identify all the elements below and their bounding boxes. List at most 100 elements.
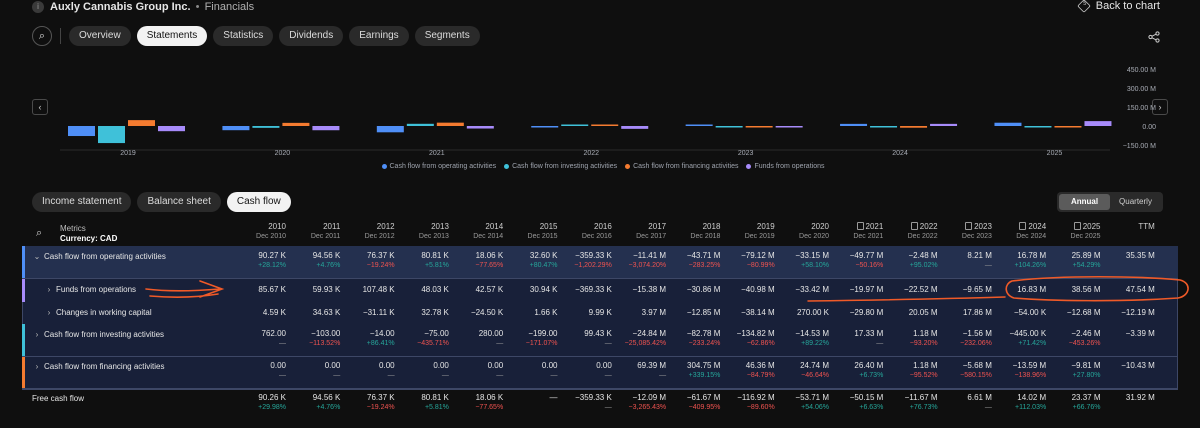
cell-value: −359.33 K — [575, 251, 612, 260]
chevron-down-icon[interactable]: ⌄ — [33, 252, 41, 261]
cell-value: 80.81 K — [421, 393, 449, 402]
column-header[interactable]: 2021 Dec 2021 — [829, 222, 883, 242]
column-year: 2023 — [938, 222, 992, 232]
column-header[interactable]: 2015 Dec 2015 — [504, 222, 558, 242]
column-header[interactable]: 2016 Dec 2016 — [558, 222, 612, 242]
cell-value: 20.05 M — [908, 308, 938, 317]
column-header[interactable]: 2018 Dec 2018 — [666, 222, 720, 242]
table-row[interactable]: › Funds from operations 85.67 K 59.93 K 107.… — [22, 278, 1178, 302]
column-header[interactable]: 2020 Dec 2020 — [775, 222, 829, 242]
column-header[interactable]: 2010 Dec 2010 — [232, 222, 286, 242]
table-cell: 17.86 M — [938, 307, 992, 318]
chevron-right-icon[interactable]: › — [47, 308, 51, 317]
cell-value: 32.60 K — [529, 251, 558, 260]
cell-value: 90.27 K — [258, 251, 286, 260]
tab-cash-flow[interactable]: Cash flow — [226, 192, 291, 212]
tab-dividends[interactable]: Dividends — [279, 26, 344, 46]
tab-statistics[interactable]: Statistics — [213, 26, 274, 46]
column-header[interactable]: 2014 Dec 2014 — [449, 222, 503, 242]
table-row[interactable]: › Changes in working capital 4.59 K 34.63 K… — [22, 302, 1178, 324]
tab-overview[interactable]: Overview — [69, 26, 131, 46]
cell-change: −283.25% — [688, 262, 721, 269]
row-divider — [22, 388, 1178, 389]
column-date: Dec 2014 — [473, 233, 504, 240]
table-cell: 90.26 K +29.98% — [232, 392, 286, 412]
legend-item-ffo[interactable]: Funds from operations — [740, 163, 825, 170]
report-document-icon[interactable] — [1019, 222, 1027, 230]
cell-value: −1.56 M — [962, 329, 992, 338]
table-cell: 24.74 M −46.64% — [775, 360, 829, 380]
cell-value: −54.00 K — [1013, 308, 1047, 317]
legend-item-operating[interactable]: Cash flow from operating activities — [376, 163, 496, 170]
table-cell: −199.00 −171.07% — [504, 328, 558, 348]
table-row[interactable]: › Cash flow from investing activities 762.… — [22, 324, 1178, 356]
share-icon[interactable] — [1148, 31, 1160, 43]
column-header[interactable]: 2013 Dec 2013 — [395, 222, 449, 242]
row-label[interactable]: › Cash flow from investing activities — [30, 330, 164, 339]
table-cell: 8.21 M — — [938, 250, 992, 270]
period-quarterly[interactable]: Quarterly — [1119, 197, 1152, 206]
column-header[interactable]: 2019 Dec 2019 — [721, 222, 775, 242]
table-row[interactable]: ⌄ Cash flow from operating activities 90.2… — [22, 246, 1178, 278]
row-label[interactable]: › Funds from operations — [42, 285, 136, 294]
search-icon[interactable]: ⌕ — [32, 26, 52, 46]
table-cell: 48.03 K — [395, 284, 449, 295]
cell-value: −24.84 M — [632, 329, 667, 338]
cell-change: −19.24% — [366, 262, 395, 269]
tab-income-statement[interactable]: Income statement — [32, 192, 132, 212]
table-cell: −24.50 K — [449, 307, 503, 318]
tabs-divider — [60, 28, 61, 44]
row-accent-bar — [22, 246, 25, 278]
currency-label: Currency: CAD — [60, 234, 118, 243]
report-document-icon[interactable] — [856, 222, 864, 230]
period-annual[interactable]: Annual — [1059, 194, 1110, 210]
company-title: Auxly Cannabis Group Inc. • Financials — [50, 1, 254, 13]
column-header[interactable]: 2017 Dec 2017 — [612, 222, 666, 242]
table-cell: −116.92 M −89.60% — [721, 392, 774, 412]
row-label[interactable]: › Changes in working capital — [42, 308, 152, 317]
tab-statements[interactable]: Statements — [136, 26, 208, 46]
tab-earnings[interactable]: Earnings — [349, 26, 409, 46]
chart-bar — [128, 120, 155, 126]
chevron-left-icon[interactable]: ‹ — [32, 99, 48, 115]
cell-change: — — [279, 372, 286, 379]
row-label[interactable]: › Cash flow from financing activities — [30, 362, 165, 371]
cell-value: 76.37 K — [367, 393, 395, 402]
tab-balance-sheet[interactable]: Balance sheet — [137, 192, 221, 212]
y-tick-label: 450.00 M — [1127, 67, 1156, 74]
row-label[interactable]: ⌄ Cash flow from operating activities — [30, 252, 166, 261]
cell-change: −435.71% — [417, 340, 449, 347]
column-header[interactable]: 2012 Dec 2012 — [341, 222, 395, 242]
table-cell: 38.56 M — [1047, 284, 1101, 295]
cell-value: 8.21 M — [967, 251, 992, 260]
row-label[interactable]: Free cash flow — [32, 394, 85, 403]
y-tick-label: 300.00 M — [1127, 86, 1156, 93]
chevron-right-icon[interactable]: › — [1152, 99, 1168, 115]
report-document-icon[interactable] — [910, 222, 918, 230]
table-row[interactable]: Free cash flow 90.26 K +29.98% 94.56 K +4.76… — [22, 388, 1178, 424]
table-cell: −103.00 −113.52% — [286, 328, 340, 348]
cell-value: −38.14 M — [741, 308, 775, 317]
column-header[interactable]: 2025 Dec 2025 — [1047, 222, 1101, 242]
cell-value: 42.57 K — [475, 285, 504, 294]
column-header[interactable]: 2024 Dec 2024 — [992, 222, 1046, 242]
report-document-icon[interactable] — [1073, 222, 1081, 230]
table-cell: −38.14 M — [721, 307, 775, 318]
table-row[interactable]: › Cash flow from financing activities 0.00… — [22, 356, 1178, 388]
chevron-right-icon[interactable]: › — [35, 330, 39, 339]
report-document-icon[interactable] — [965, 222, 973, 230]
column-header[interactable]: TTM — [1101, 222, 1154, 232]
chevron-right-icon[interactable]: › — [35, 362, 39, 371]
chevron-right-icon[interactable]: › — [47, 285, 51, 294]
legend-item-financing[interactable]: Cash flow from financing activities — [619, 163, 739, 170]
column-header[interactable]: 2011 Dec 2011 — [286, 222, 340, 242]
table-cell: −54.00 K — [992, 307, 1046, 318]
back-to-chart-button[interactable]: 5 Back to chart — [1077, 0, 1160, 13]
metric-search-icon[interactable]: ⌕ — [36, 227, 43, 239]
tab-segments[interactable]: Segments — [414, 26, 480, 46]
column-header[interactable]: 2022 Dec 2022 — [884, 222, 938, 242]
x-tick-label: 2022 — [583, 150, 599, 157]
cell-value: 0.00 — [270, 361, 286, 370]
legend-item-investing[interactable]: Cash flow from investing activities — [498, 163, 617, 170]
column-header[interactable]: 2023 Dec 2023 — [938, 222, 992, 242]
